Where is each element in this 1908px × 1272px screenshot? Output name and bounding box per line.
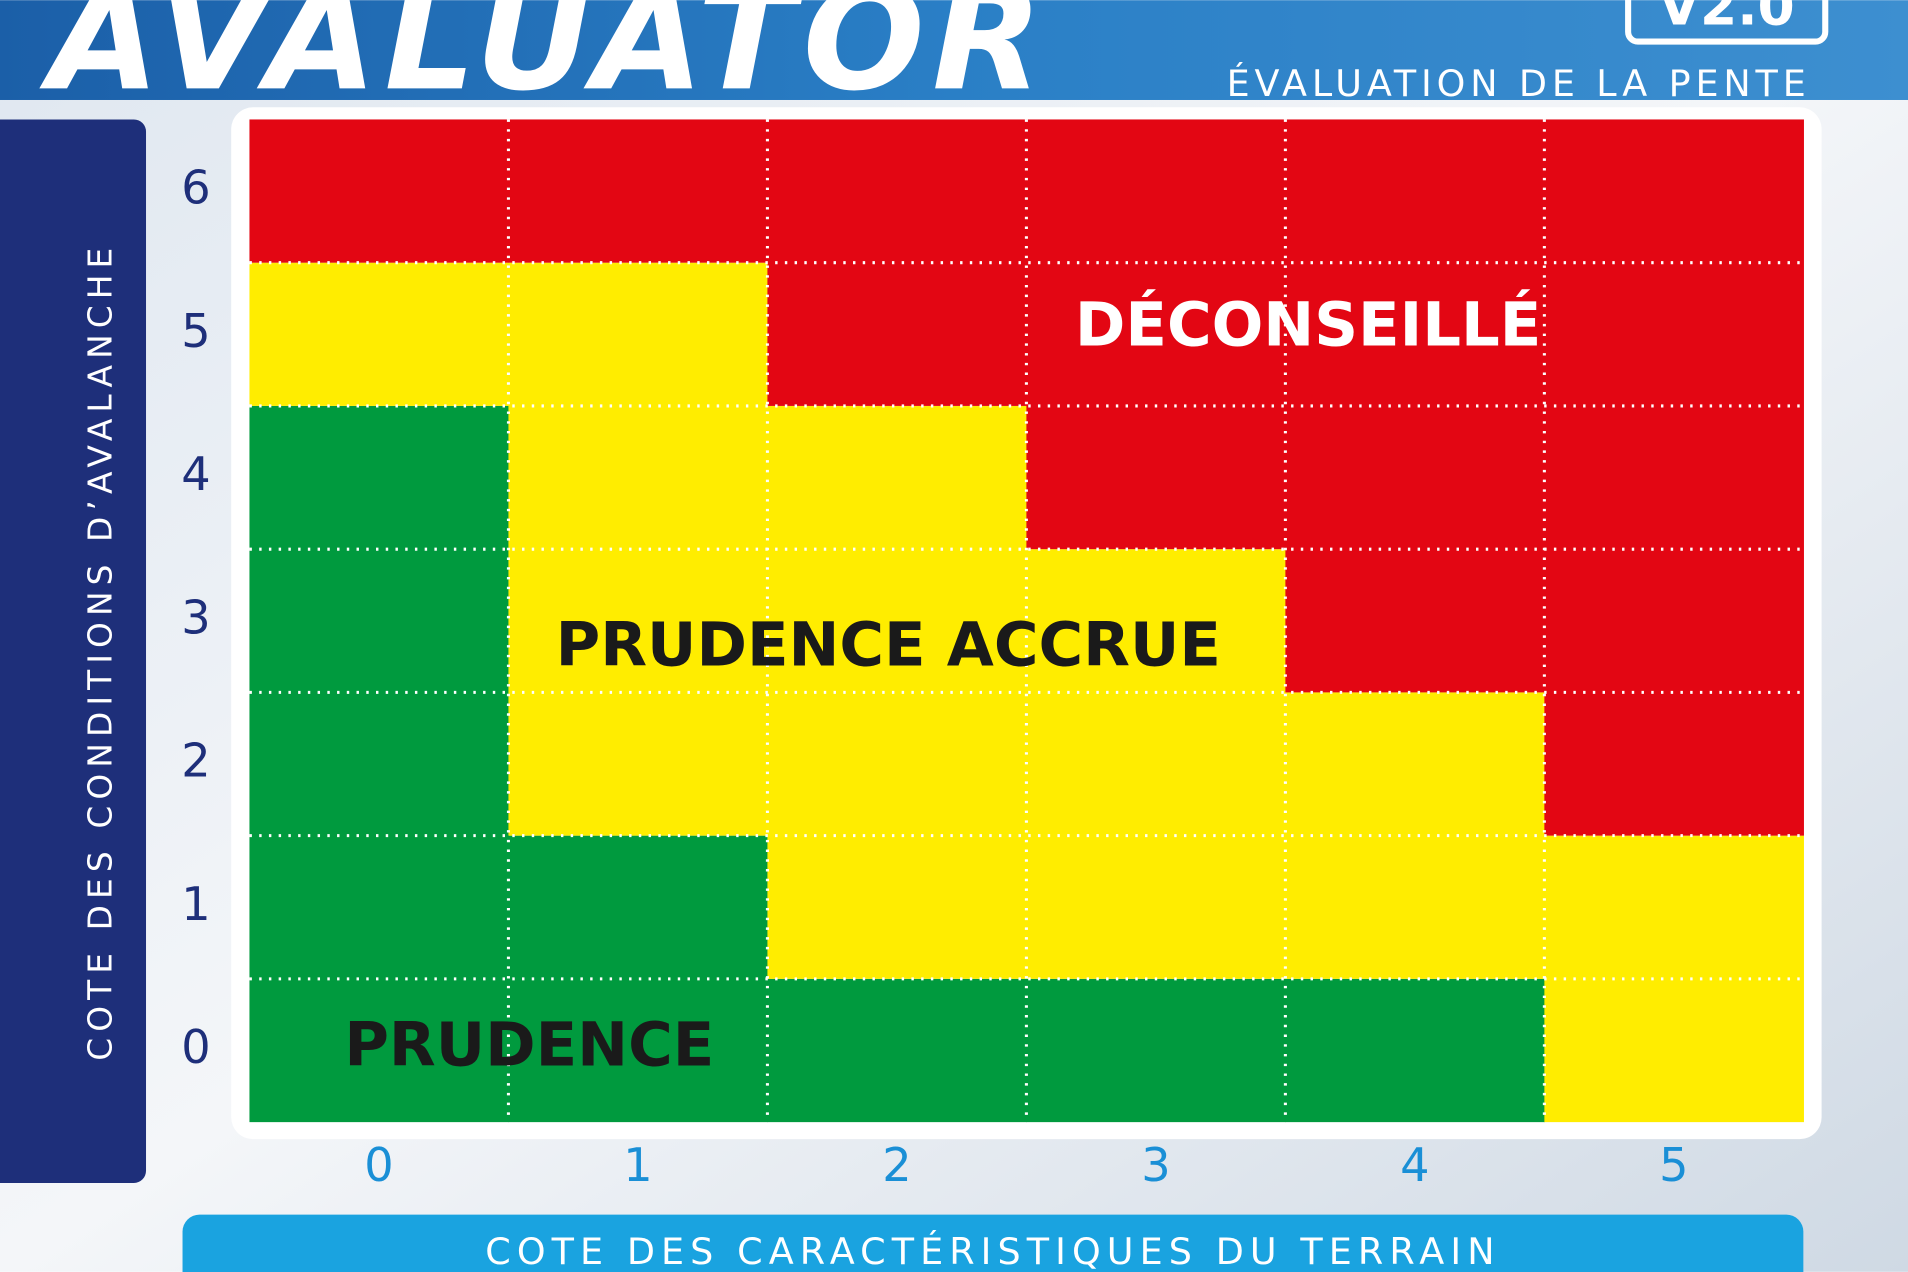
subtitle: ÉVALUATION DE LA PENTE bbox=[1227, 61, 1811, 105]
zone-cell bbox=[508, 262, 769, 836]
zone-cell bbox=[1285, 978, 1545, 1123]
x-tick-label: 0 bbox=[364, 1138, 393, 1192]
zone-cell bbox=[1285, 119, 1545, 693]
y-tick-label: 6 bbox=[181, 161, 210, 215]
y-label-panel bbox=[0, 119, 147, 1183]
zone-label: PRUDENCE bbox=[344, 1011, 714, 1081]
x-label-panel bbox=[182, 1214, 1804, 1272]
zone-label: DÉCONSEILLÉ bbox=[1075, 288, 1541, 360]
zone-cell bbox=[1026, 119, 1286, 550]
x-tick-label: 2 bbox=[882, 1138, 911, 1192]
y-axis-label: COTE DES CONDITIONS D’AVALANCHE bbox=[82, 242, 120, 1061]
zone-cell bbox=[249, 405, 510, 1123]
zone-cell bbox=[508, 119, 769, 263]
y-tick-label: 3 bbox=[181, 590, 210, 644]
zone-cell bbox=[249, 119, 510, 263]
zone-cell bbox=[767, 978, 1028, 1123]
zone-cell bbox=[1026, 978, 1286, 1123]
logo-title: AVALUATOR bbox=[39, 0, 1050, 122]
x-tick-label: 4 bbox=[1400, 1138, 1429, 1192]
header-band bbox=[0, 0, 1908, 100]
y-tick-label: 2 bbox=[181, 734, 210, 788]
x-tick-label: 3 bbox=[1141, 1138, 1170, 1192]
y-tick-label: 5 bbox=[181, 304, 210, 358]
version: V2.0 bbox=[1659, 0, 1795, 38]
zone-cell bbox=[767, 119, 1028, 406]
zone-cell bbox=[767, 405, 1028, 979]
x-tick-label: 1 bbox=[623, 1138, 652, 1192]
zone-cell bbox=[1544, 119, 1804, 836]
version-box bbox=[1625, 0, 1829, 45]
zone-label: PRUDENCE ACCRUE bbox=[556, 610, 1221, 680]
y-tick-label: 0 bbox=[181, 1020, 210, 1074]
x-axis-label: COTE DES CARACTÉRISTIQUES DU TERRAIN bbox=[485, 1229, 1500, 1272]
zone-cell bbox=[249, 262, 510, 406]
zone-cell bbox=[1285, 692, 1545, 979]
trademark: MC bbox=[1005, 0, 1024, 14]
y-tick-label: 1 bbox=[181, 877, 210, 931]
y-tick-label: 4 bbox=[181, 447, 210, 501]
x-tick-label: 5 bbox=[1659, 1138, 1688, 1192]
zone-cell bbox=[1026, 549, 1286, 979]
